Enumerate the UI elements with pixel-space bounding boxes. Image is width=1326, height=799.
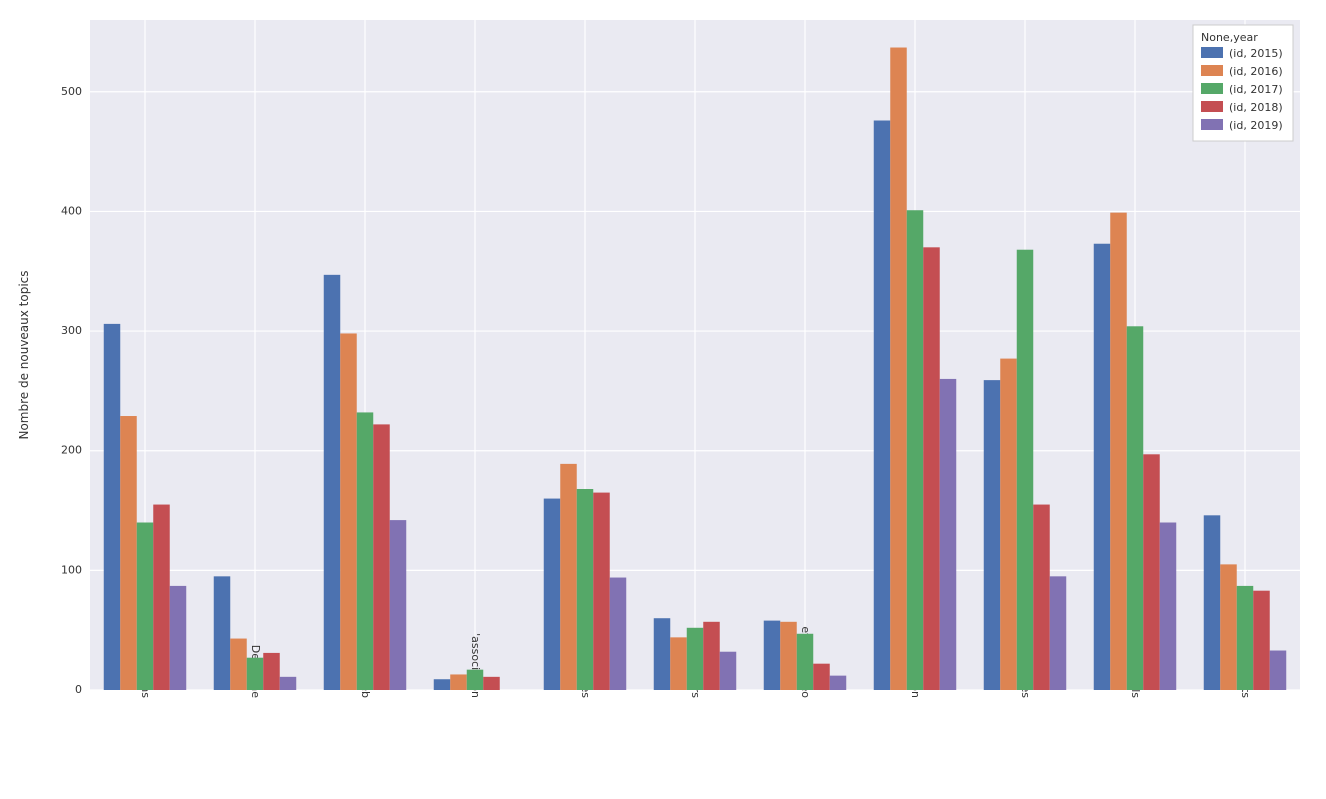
bar: [1160, 523, 1177, 691]
legend-item-label: (id, 2017): [1229, 83, 1283, 96]
bar: [670, 637, 687, 690]
bar: [104, 324, 121, 690]
bar: [434, 679, 451, 690]
bar: [1220, 564, 1237, 690]
bar: [797, 634, 814, 690]
bar: [1110, 213, 1127, 690]
bar: [923, 247, 940, 690]
legend-title: None,year: [1201, 31, 1258, 44]
legend-item-label: (id, 2016): [1229, 65, 1283, 78]
bar: [1050, 576, 1067, 690]
bar: [153, 505, 170, 690]
bar: [1033, 505, 1050, 690]
bar: [137, 523, 154, 691]
bar: [483, 677, 500, 690]
bar: [263, 653, 280, 690]
chart-container: 0100200300400500SuggestionsDev Zonepemen…: [0, 0, 1326, 799]
bar: [703, 622, 720, 690]
bar: [720, 652, 737, 690]
bar: [940, 379, 957, 690]
y-tick-label: 200: [61, 444, 82, 457]
bar-chart: 0100200300400500SuggestionsDev Zonepemen…: [0, 0, 1326, 799]
bar: [610, 578, 627, 690]
y-tick-label: 500: [61, 85, 82, 98]
bar: [1017, 250, 1034, 690]
bar: [1143, 454, 1160, 690]
y-tick-label: 300: [61, 324, 82, 337]
bar: [467, 670, 484, 690]
bar: [1204, 515, 1221, 690]
bar: [544, 499, 561, 690]
bar: [373, 424, 390, 690]
legend-item-label: (id, 2018): [1229, 101, 1283, 114]
bar: [984, 380, 1001, 690]
bar: [450, 674, 467, 690]
bar: [780, 622, 797, 690]
bar: [830, 676, 847, 690]
bar: [1253, 591, 1270, 690]
bar: [813, 664, 830, 690]
bar: [1127, 326, 1144, 690]
bar: [687, 628, 704, 690]
y-tick-label: 100: [61, 563, 82, 576]
bar: [390, 520, 407, 690]
bar: [874, 121, 891, 691]
legend-item-label: (id, 2015): [1229, 47, 1283, 60]
bar: [230, 639, 247, 690]
bar: [560, 464, 577, 690]
y-tick-label: 0: [75, 683, 82, 696]
bar: [247, 658, 264, 690]
bar: [654, 618, 671, 690]
bar: [324, 275, 341, 690]
bar: [907, 210, 924, 690]
bar: [357, 412, 374, 690]
bar: [577, 489, 594, 690]
bar: [120, 416, 137, 690]
bar: [764, 621, 781, 690]
bar: [890, 48, 907, 690]
bar: [1094, 244, 1111, 690]
bar: [280, 677, 297, 690]
bar: [340, 333, 357, 690]
bar: [1237, 586, 1254, 690]
bar: [214, 576, 231, 690]
bar: [1000, 359, 1017, 690]
y-axis-label: Nombre de nouveaux topics: [17, 270, 31, 439]
bar: [593, 493, 610, 690]
y-tick-label: 400: [61, 204, 82, 217]
legend-item-label: (id, 2019): [1229, 119, 1283, 132]
bar: [170, 586, 187, 690]
bar: [1270, 651, 1287, 690]
